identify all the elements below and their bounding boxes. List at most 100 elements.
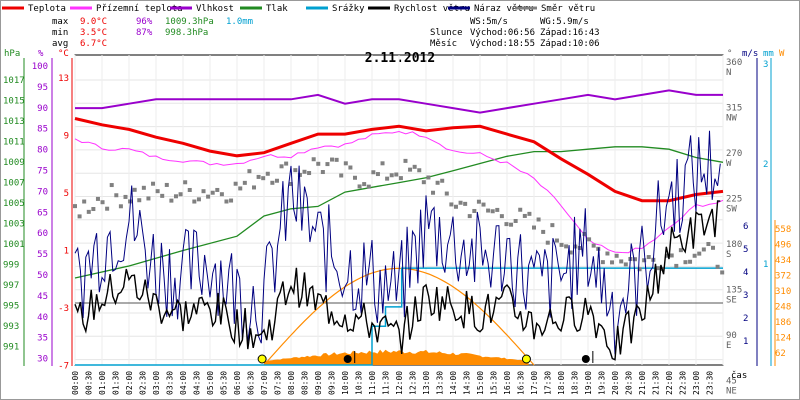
- wind-dir-dot: [339, 173, 344, 178]
- tick-time: 05:00: [206, 371, 215, 395]
- tick-time: 06:30: [247, 371, 256, 395]
- tick-pct: 65: [37, 208, 48, 218]
- stat-min-label: min: [52, 28, 68, 38]
- wind-dir-dot: [472, 208, 477, 213]
- wind-dir-dot: [293, 168, 298, 173]
- tick-w: 186: [775, 318, 791, 328]
- wind-dir-dot: [183, 180, 188, 185]
- wind-dir-dot: [256, 174, 261, 179]
- wind-dir-dot: [559, 242, 564, 247]
- tick-time: 15:00: [476, 371, 485, 395]
- tick-time: 15:30: [490, 371, 499, 395]
- wind-dir-dot: [173, 194, 178, 199]
- wind-dir-dot: [564, 244, 569, 249]
- wind-dir-dot: [518, 207, 523, 212]
- wind-dir-dot: [532, 225, 536, 230]
- wind-dir-dot: [330, 157, 335, 162]
- wind-dir-dot: [614, 253, 619, 258]
- tick-w: 558: [775, 225, 791, 235]
- wind-dir-dot: [449, 202, 454, 207]
- wind-dir-dot: [206, 194, 211, 199]
- tick-time: 16:00: [503, 371, 512, 395]
- legend-label-5: Rychlost větru: [394, 4, 470, 14]
- wind-dir-dot: [151, 181, 156, 186]
- tick-dir-name: E: [726, 341, 731, 351]
- wind-dir-dot: [412, 164, 417, 169]
- tick-dir-name: SW: [726, 205, 737, 215]
- wind-dir-dot: [600, 260, 605, 265]
- moon-label: Měsíc: [430, 39, 457, 49]
- wind-dir-dot: [495, 207, 500, 212]
- wind-dir-dot: [444, 191, 449, 196]
- wind-dir-dot: [210, 190, 215, 195]
- tick-hpa: 1013: [3, 117, 25, 127]
- wind-dir-dot: [320, 170, 325, 175]
- tick-dir-name: SE: [726, 296, 737, 306]
- wind-dir-dot: [325, 162, 330, 167]
- tick-time: 09:00: [314, 371, 323, 395]
- wind-dir-dot: [435, 180, 440, 185]
- tick-w: 372: [775, 272, 791, 282]
- tick-time: 20:30: [625, 371, 634, 395]
- tick-pct: 45: [37, 292, 48, 302]
- marker-sunrise: [257, 354, 267, 364]
- tick-time: 00:00: [71, 371, 80, 395]
- legend-label-1: Přízemní teplota: [96, 4, 183, 14]
- wind-dir-dot: [674, 263, 679, 268]
- wind-dir-dot: [504, 222, 509, 227]
- tick-ms: 2: [743, 314, 748, 324]
- tick-pct: 90: [37, 104, 48, 114]
- tick-hpa: 1009: [3, 158, 25, 168]
- wind-dir-dot: [375, 172, 380, 177]
- wind-dir-dot: [554, 238, 559, 243]
- marker-moonrise: [581, 355, 590, 363]
- tick-degc: 1: [64, 247, 69, 257]
- tick-ms: 6: [743, 222, 748, 232]
- tick-time: 01:30: [112, 371, 121, 395]
- tick-time: 10:30: [355, 371, 364, 395]
- tick-dir-name: S: [726, 250, 731, 260]
- tick-time: 14:30: [463, 371, 472, 395]
- tick-w: 248: [775, 303, 791, 313]
- series-ground-temp: [74, 130, 724, 254]
- wind-dir-dot: [311, 157, 316, 162]
- wind-dir-dot: [146, 196, 151, 201]
- wind-dir-dot: [536, 217, 541, 222]
- wind-dir-dot: [169, 198, 174, 203]
- tick-hpa: 991: [3, 343, 19, 353]
- wind-dir-dot: [715, 264, 720, 269]
- axis-hpa-title: hPa: [4, 49, 20, 59]
- wind-dir-dot: [155, 189, 160, 194]
- tick-time: 09:30: [328, 371, 337, 395]
- wind-dir-dot: [224, 199, 229, 204]
- tick-pct: 55: [37, 250, 48, 260]
- tick-degc: -7: [58, 362, 69, 372]
- wind-dir-dot: [242, 180, 247, 185]
- wind-dir-dot: [711, 245, 716, 250]
- tick-time: 03:30: [166, 371, 175, 395]
- tick-time: 07:30: [274, 371, 283, 395]
- tick-pct: 100: [32, 62, 48, 72]
- tick-time: 22:30: [679, 371, 688, 395]
- x-axis: 00:00 00:30 01:00 01:30 02:00 02:30 03:00 03:30…: [71, 371, 715, 395]
- tick-pct: 85: [37, 125, 48, 135]
- stat-avg-temp: 6.7°C: [80, 39, 107, 49]
- tick-time: 16:30: [517, 371, 526, 395]
- tick-time: 19:30: [598, 371, 607, 395]
- wind-dir-dot: [421, 180, 426, 185]
- wind-dir-dot: [196, 197, 201, 202]
- wind-dir-dot: [219, 192, 224, 197]
- sun-rise: Východ:06:56: [470, 28, 535, 38]
- wind-dir-dot: [481, 202, 486, 207]
- wind-dir-dot: [141, 185, 146, 190]
- wind-dir-dot: [316, 161, 321, 166]
- wind-dir-dot: [476, 199, 481, 204]
- tick-time: 01:00: [98, 371, 107, 395]
- series-temp: [74, 117, 724, 203]
- stat-min-temp: 3.5°C: [80, 28, 107, 38]
- tick-pct: 95: [37, 83, 48, 93]
- wind-dir-dot: [683, 260, 688, 265]
- wind-dir-dot: [678, 248, 683, 253]
- wind-dir-dot: [215, 187, 220, 192]
- wind-dir-dot: [706, 242, 711, 247]
